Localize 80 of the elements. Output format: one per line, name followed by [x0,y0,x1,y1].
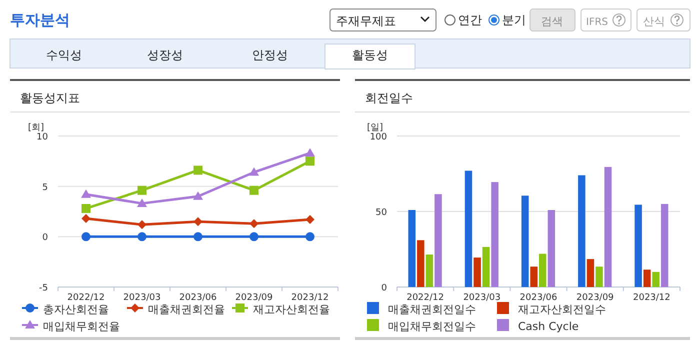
bar [521,196,529,287]
y-tick-label: 50 [376,208,388,218]
legend-label: Cash Cycle [518,320,579,333]
text: 분기 [502,13,526,27]
text: 투자분석 [10,11,70,29]
x-tick-label: 2023/03 [123,293,161,303]
text: 산식 [643,15,665,28]
legend-label: 재고자산회전율 [253,303,330,316]
point [250,186,258,195]
point [249,167,259,176]
text: 수익성 [46,48,82,62]
x-tick-label: 2023/06 [520,293,558,303]
point [138,220,146,230]
point [194,217,202,226]
point [306,156,314,166]
bar [634,204,642,287]
bar [652,272,660,287]
text: IFRS [586,17,608,28]
point [250,232,258,242]
point [81,189,91,198]
bar [464,170,472,287]
legend-label: 재고자산회전일수 [518,303,606,316]
y-tick-label: -5 [39,284,48,294]
text: 연간 [458,13,482,27]
point [137,198,147,207]
bar [586,259,594,287]
bar [408,210,416,287]
y-tick-label: 100 [370,132,388,142]
bar [491,182,498,287]
legend-label: 매출채권회전일수 [388,303,476,316]
point [138,186,146,195]
point [138,232,146,242]
text: 검색 [541,15,563,28]
text: 주재무제표 [336,14,396,28]
y-tick-label: 10 [36,132,48,142]
bar [434,194,442,287]
legend-label: 매입채무회전일수 [388,320,476,333]
y-tick-label: 0 [42,233,48,244]
x-tick-label: 2023/09 [576,293,614,303]
bar [426,254,434,287]
x-tick-label: 2022/12 [67,293,105,303]
x-tick-label: 2023/06 [179,293,217,303]
point [194,232,202,242]
point [194,166,202,175]
point [306,232,314,242]
y-tick-label: 0 [381,284,388,294]
y-axis-title: [회] [28,123,44,133]
point [82,214,90,224]
x-tick-label: 2023/12 [291,293,329,303]
legend-label: 총자산회전율 [43,303,109,316]
bar [417,240,424,287]
bar [660,204,668,287]
x-tick-label: 2023/09 [235,293,273,303]
bar [578,175,586,287]
x-tick-label: 2023/12 [633,293,670,303]
bar [548,210,556,287]
point [82,204,90,213]
point [306,215,314,224]
point [82,232,90,242]
legend-label: 매출채권회전율 [148,303,225,316]
x-tick-label: 2023/03 [463,293,501,303]
x-tick-label: 2022/12 [406,293,444,303]
bar [596,266,603,287]
chart-title: 회전일수 [365,91,413,105]
bar [604,166,612,287]
legend-label: 매입채무회전율 [43,320,120,333]
y-axis-title: [일] [367,123,384,133]
bar [539,254,546,287]
text: 안정성 [252,48,288,62]
bar [474,258,481,287]
text: 활동성 [352,48,388,62]
point [305,148,315,157]
bar [482,246,490,287]
chart-title: 활동성지표 [20,91,80,105]
point [193,191,203,200]
point [250,219,258,228]
text: 성장성 [147,48,183,62]
y-tick-label: 5 [42,182,48,193]
bar [530,266,538,287]
bar [643,270,651,287]
